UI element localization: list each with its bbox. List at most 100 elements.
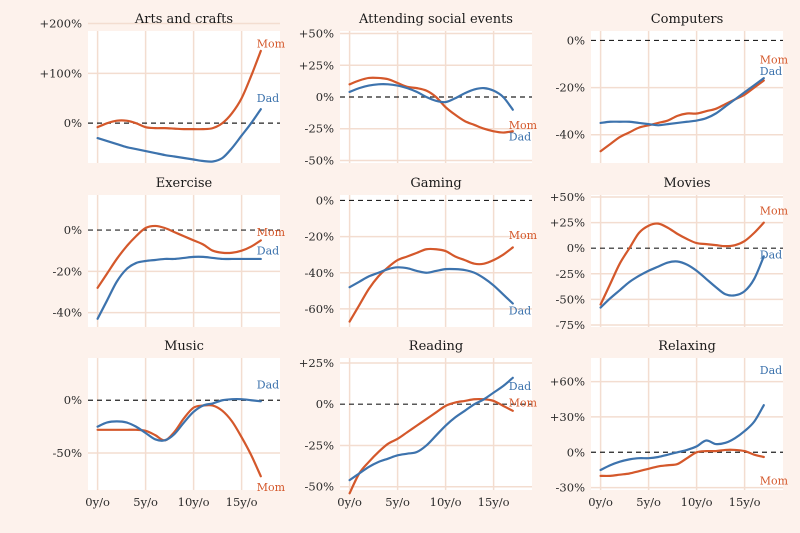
- y-tick-label: +25%: [550, 216, 585, 230]
- plot-area: [88, 31, 280, 163]
- x-tick-label: 0y/o: [85, 495, 110, 509]
- series-line-mom: [348, 246, 514, 323]
- plot-area: [591, 31, 783, 163]
- y-tick-label: -40%: [305, 266, 335, 280]
- series-line-dad: [348, 376, 514, 482]
- x-tick-label: 0y/o: [588, 495, 613, 509]
- y-tick-label: 0%: [316, 397, 334, 411]
- series-label-dad: Dad: [257, 378, 279, 391]
- series-label-mom: Mom: [509, 119, 538, 132]
- panel-movies: -75% -50% -25% 0% +25% +50% Movies Mom Dad: [550, 176, 789, 332]
- series-line-dad: [599, 404, 765, 472]
- series-label-mom: Mom: [257, 481, 286, 494]
- y-tick-label: -60%: [305, 302, 335, 316]
- x-tick-label: 5y/o: [636, 495, 661, 509]
- y-tick-label: -30%: [556, 481, 586, 495]
- series-line-dad: [96, 397, 262, 442]
- y-tick-label: 0%: [64, 116, 82, 130]
- panel-relaxing: -30% 0% +30% +60% 0y/o 5y/o 10y/o 15y/o Relaxing…: [550, 339, 789, 509]
- series-label-mom: Mom: [760, 204, 789, 217]
- x-tick-label: 10y/o: [681, 495, 713, 509]
- y-tick-label: +200%: [39, 17, 82, 31]
- series-label-mom: Mom: [257, 226, 286, 239]
- y-tick-label: 0%: [567, 445, 585, 459]
- series-label-dad: Dad: [509, 380, 531, 393]
- series-label-mom: Mom: [257, 37, 286, 50]
- series-label-mom: Mom: [760, 53, 789, 66]
- y-tick-label: -50%: [305, 480, 335, 494]
- y-tick-label: -25%: [556, 267, 586, 281]
- series-line-mom: [96, 224, 262, 289]
- panel-title: Exercise: [156, 176, 213, 191]
- series-label-mom: Mom: [509, 229, 538, 242]
- y-tick-label: +50%: [299, 27, 334, 41]
- panel-title: Movies: [663, 176, 710, 191]
- y-tick-label: +100%: [39, 66, 82, 80]
- panel-title: Arts and crafts: [134, 12, 233, 27]
- panel-title: Music: [164, 339, 204, 354]
- y-tick-label: -75%: [556, 318, 586, 332]
- series-label-mom: Mom: [760, 475, 789, 488]
- y-tick-label: 0%: [64, 393, 82, 407]
- y-tick-label: -40%: [53, 306, 83, 320]
- plot-area: [591, 195, 783, 327]
- series-line-mom: [348, 76, 514, 134]
- y-tick-label: 0%: [316, 193, 334, 207]
- series-label-dad: Dad: [509, 305, 531, 318]
- plot-area: [88, 195, 280, 327]
- y-tick-label: +25%: [299, 58, 334, 72]
- y-tick-label: -25%: [305, 122, 335, 136]
- series-line-dad: [96, 255, 262, 320]
- series-line-mom: [96, 403, 262, 478]
- plot-area: [591, 358, 783, 490]
- panel-reading: -50% -25% 0% +25% 0y/o 5y/o 10y/o 15y/o Reading M…: [299, 339, 538, 509]
- plot-area: [340, 195, 532, 327]
- x-tick-label: 0y/o: [337, 495, 362, 509]
- y-tick-label: -25%: [305, 438, 335, 452]
- panel-title: Computers: [651, 12, 724, 27]
- y-tick-label: -20%: [53, 264, 83, 278]
- series-line-mom: [96, 49, 262, 131]
- panel-music: 0% -50% 0y/o 5y/o 10y/o 15y/o Music Mom Dad: [53, 339, 286, 509]
- x-tick-label: 10y/o: [178, 495, 210, 509]
- panel-arts-and-crafts: 0% +100% +200% Arts and crafts Mom Dad: [39, 12, 286, 163]
- series-line-dad: [599, 77, 765, 127]
- panel-title: Gaming: [410, 176, 461, 191]
- series-line-dad: [96, 108, 262, 163]
- x-tick-label: 15y/o: [478, 495, 510, 509]
- y-tick-label: -50%: [305, 153, 335, 167]
- y-tick-label: 0%: [567, 33, 585, 47]
- panel-title: Reading: [409, 339, 463, 354]
- plot-area: [340, 358, 532, 490]
- y-tick-label: 0%: [567, 241, 585, 255]
- y-tick-label: +50%: [550, 190, 585, 204]
- y-tick-label: -50%: [556, 292, 586, 306]
- series-line-dad: [348, 83, 514, 111]
- x-tick-label: 15y/o: [226, 495, 258, 509]
- panel-attending-social-events: -50% -25% 0% +25% +50% Attending social event…: [299, 12, 538, 167]
- y-tick-label: +30%: [550, 410, 585, 424]
- panel-title: Relaxing: [658, 339, 716, 354]
- y-tick-label: -50%: [53, 446, 83, 460]
- panel-gaming: 0% -20% -40% -60% Gaming Mom Dad: [305, 176, 538, 327]
- x-tick-label: 15y/o: [729, 495, 761, 509]
- series-line-dad: [599, 255, 765, 309]
- series-label-dad: Dad: [760, 248, 782, 261]
- y-tick-label: +25%: [299, 356, 334, 370]
- series-label-dad: Dad: [760, 65, 782, 78]
- panel-exercise: 0% -20% -40% Exercise Mom Dad: [53, 176, 286, 327]
- y-tick-label: 0%: [64, 223, 82, 237]
- series-line-mom: [599, 448, 765, 478]
- series-label-mom: Mom: [509, 397, 538, 410]
- panel-title: Attending social events: [358, 12, 513, 27]
- y-tick-label: -20%: [305, 230, 335, 244]
- y-tick-label: -40%: [556, 128, 586, 142]
- y-tick-label: 0%: [316, 90, 334, 104]
- y-tick-label: -20%: [556, 81, 586, 95]
- x-tick-label: 5y/o: [133, 495, 158, 509]
- y-tick-label: +60%: [550, 375, 585, 389]
- series-line-mom: [599, 221, 765, 306]
- x-tick-label: 5y/o: [385, 495, 410, 509]
- series-label-dad: Dad: [257, 245, 279, 258]
